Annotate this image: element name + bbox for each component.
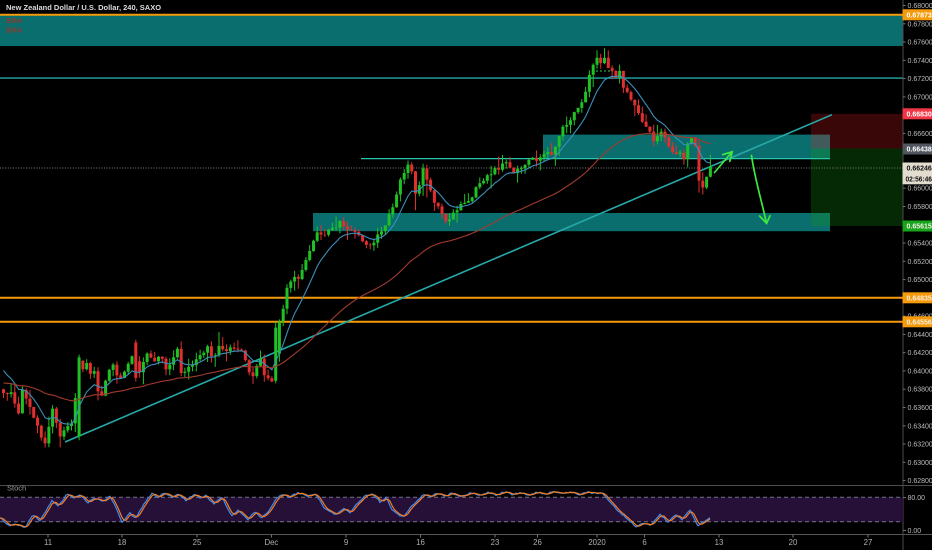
svg-text:New Zealand Dollar / U.S. Doll: New Zealand Dollar / U.S. Dollar, 240, S… <box>6 3 161 12</box>
svg-text:0.66000: 0.66000 <box>908 186 932 193</box>
svg-text:0.66830: 0.66830 <box>907 111 932 118</box>
svg-text:0.67200: 0.67200 <box>908 76 932 83</box>
svg-text:0.64000: 0.64000 <box>908 368 932 375</box>
svg-text:0.63600: 0.63600 <box>908 405 932 412</box>
svg-text:0.67800: 0.67800 <box>908 21 932 28</box>
svg-text:0.66438: 0.66438 <box>907 147 932 154</box>
svg-text:0.63000: 0.63000 <box>908 460 932 467</box>
svg-text:0.65615: 0.65615 <box>907 224 932 231</box>
svg-text:26: 26 <box>533 538 542 547</box>
svg-text:80.00: 80.00 <box>908 495 926 502</box>
svg-text:EMA: EMA <box>6 16 23 25</box>
svg-text:0.67400: 0.67400 <box>908 58 932 65</box>
svg-text:0.62800: 0.62800 <box>908 478 932 485</box>
svg-text:0.63200: 0.63200 <box>908 442 932 449</box>
svg-text:0.63800: 0.63800 <box>908 387 932 394</box>
svg-text:0.64556: 0.64556 <box>907 319 932 326</box>
svg-text:0.67873: 0.67873 <box>907 12 932 19</box>
svg-text:25: 25 <box>193 538 202 547</box>
svg-text:0.64835: 0.64835 <box>907 295 932 302</box>
svg-text:2020: 2020 <box>588 538 606 547</box>
svg-text:0.00: 0.00 <box>908 528 922 535</box>
svg-text:0.65200: 0.65200 <box>908 259 932 266</box>
svg-text:0.65800: 0.65800 <box>908 204 932 211</box>
svg-text:27: 27 <box>864 538 873 547</box>
svg-text:02:56:46: 02:56:46 <box>906 176 932 183</box>
svg-text:0.65000: 0.65000 <box>908 277 932 284</box>
svg-text:0.64400: 0.64400 <box>908 332 932 339</box>
svg-text:23: 23 <box>491 538 500 547</box>
svg-text:20: 20 <box>789 538 798 547</box>
svg-text:Stoch: Stoch <box>7 484 26 493</box>
svg-text:0.66246: 0.66246 <box>907 166 932 173</box>
svg-text:0.66600: 0.66600 <box>908 131 932 138</box>
svg-text:13: 13 <box>715 538 724 547</box>
svg-text:11: 11 <box>44 538 52 547</box>
svg-text:9: 9 <box>344 538 348 547</box>
svg-text:16: 16 <box>416 538 425 547</box>
svg-text:18: 18 <box>118 538 127 547</box>
svg-text:EMA: EMA <box>6 26 23 35</box>
svg-text:0.64200: 0.64200 <box>908 350 932 357</box>
svg-text:0.65400: 0.65400 <box>908 241 932 248</box>
svg-text:0.63400: 0.63400 <box>908 423 932 430</box>
svg-text:6: 6 <box>642 538 646 547</box>
svg-text:0.68000: 0.68000 <box>908 3 932 10</box>
svg-text:0.67600: 0.67600 <box>908 40 932 47</box>
svg-text:Dec: Dec <box>264 538 278 547</box>
svg-text:0.67000: 0.67000 <box>908 94 932 101</box>
